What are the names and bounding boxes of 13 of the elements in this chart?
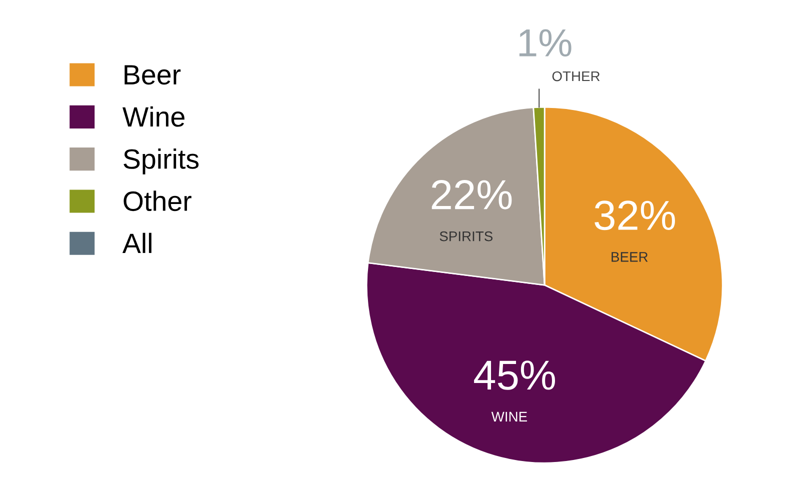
data-label: 45% [474,360,556,390]
data-label: 1% [519,29,572,57]
legend-label: All [122,232,152,253]
legend-label: Beer [124,65,181,85]
legend-label: Spirits [124,148,199,174]
legend-label: Wine [122,106,184,127]
text: OTHER [552,71,600,82]
legend-label: Other [124,190,192,212]
text: WINE [491,412,527,422]
text: BEER [612,252,648,262]
text: SPIRITS [440,231,493,242]
data-label: 32% [594,200,675,230]
data-label: 22% [432,180,512,210]
